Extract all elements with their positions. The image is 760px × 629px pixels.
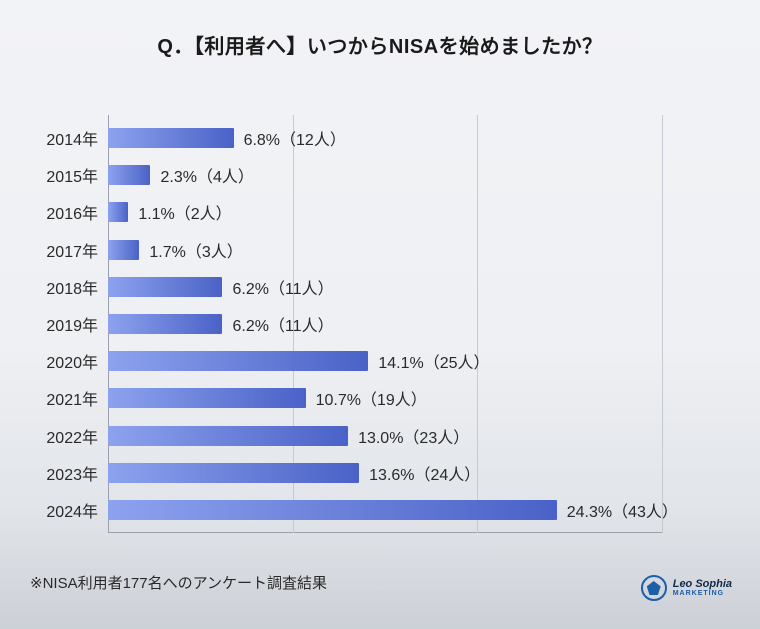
chart-row: 2022年13.0%（23人） — [108, 421, 708, 451]
chart-row: 2019年6.2%（11人） — [108, 309, 708, 339]
category-label: 2018年 — [46, 275, 98, 299]
category-label: 2014年 — [46, 126, 98, 150]
bar — [108, 426, 348, 446]
chart-row: 2017年1.7%（3人） — [108, 235, 708, 265]
bar — [108, 314, 222, 334]
category-label: 2017年 — [46, 238, 98, 262]
bar — [108, 240, 139, 260]
chart-row: 2018年6.2%（11人） — [108, 272, 708, 302]
bar-chart: 2014年6.8%（12人） 2015年2.3%（4人） 2016年1.1%（2人）… — [108, 115, 708, 533]
logo-text: Leo Sophia MARKETING — [673, 579, 732, 597]
value-label: 13.0%（23人） — [358, 424, 469, 448]
value-label: 10.7%（19人） — [316, 386, 427, 410]
value-label: 2.3%（4人） — [160, 163, 253, 187]
chart-title: Q．【利用者へ】いつからNISAを始めましたか？ — [0, 30, 760, 59]
bar — [108, 351, 368, 371]
bar — [108, 165, 150, 185]
bar — [108, 388, 306, 408]
value-label: 1.7%（3人） — [149, 238, 242, 262]
logo-line1: Leo Sophia — [673, 579, 732, 590]
chart-row: 2015年2.3%（4人） — [108, 160, 708, 190]
bar — [108, 202, 128, 222]
logo-icon — [641, 575, 667, 601]
value-label: 14.1%（25人） — [378, 349, 489, 373]
value-label: 13.6%（24人） — [369, 461, 480, 485]
bar — [108, 500, 557, 520]
chart-row: 2016年1.1%（2人） — [108, 197, 708, 227]
chart-rows: 2014年6.8%（12人） 2015年2.3%（4人） 2016年1.1%（2人）… — [108, 123, 708, 525]
category-label: 2022年 — [46, 424, 98, 448]
category-label: 2021年 — [46, 386, 98, 410]
category-label: 2019年 — [46, 312, 98, 336]
value-label: 6.8%（12人） — [244, 126, 346, 150]
bar — [108, 128, 234, 148]
chart-row: 2024年24.3%（43人） — [108, 495, 708, 525]
x-axis-line — [108, 532, 662, 533]
chart-row: 2020年14.1%（25人） — [108, 346, 708, 376]
category-label: 2024年 — [46, 498, 98, 522]
category-label: 2023年 — [46, 461, 98, 485]
value-label: 24.3%（43人） — [567, 498, 678, 522]
category-label: 2020年 — [46, 349, 98, 373]
category-label: 2016年 — [46, 200, 98, 224]
chart-row: 2023年13.6%（24人） — [108, 458, 708, 488]
footnote: ※NISA利用者177名へのアンケート調査結果 — [30, 572, 327, 593]
value-label: 6.2%（11人） — [232, 275, 333, 299]
value-label: 6.2%（11人） — [232, 312, 333, 336]
category-label: 2015年 — [46, 163, 98, 187]
bar — [108, 277, 222, 297]
chart-row: 2021年10.7%（19人） — [108, 383, 708, 413]
chart-row: 2014年6.8%（12人） — [108, 123, 708, 153]
value-label: 1.1%（2人） — [138, 200, 231, 224]
bar — [108, 463, 359, 483]
brand-logo: Leo Sophia MARKETING — [641, 575, 732, 601]
logo-line2: MARKETING — [673, 590, 732, 597]
